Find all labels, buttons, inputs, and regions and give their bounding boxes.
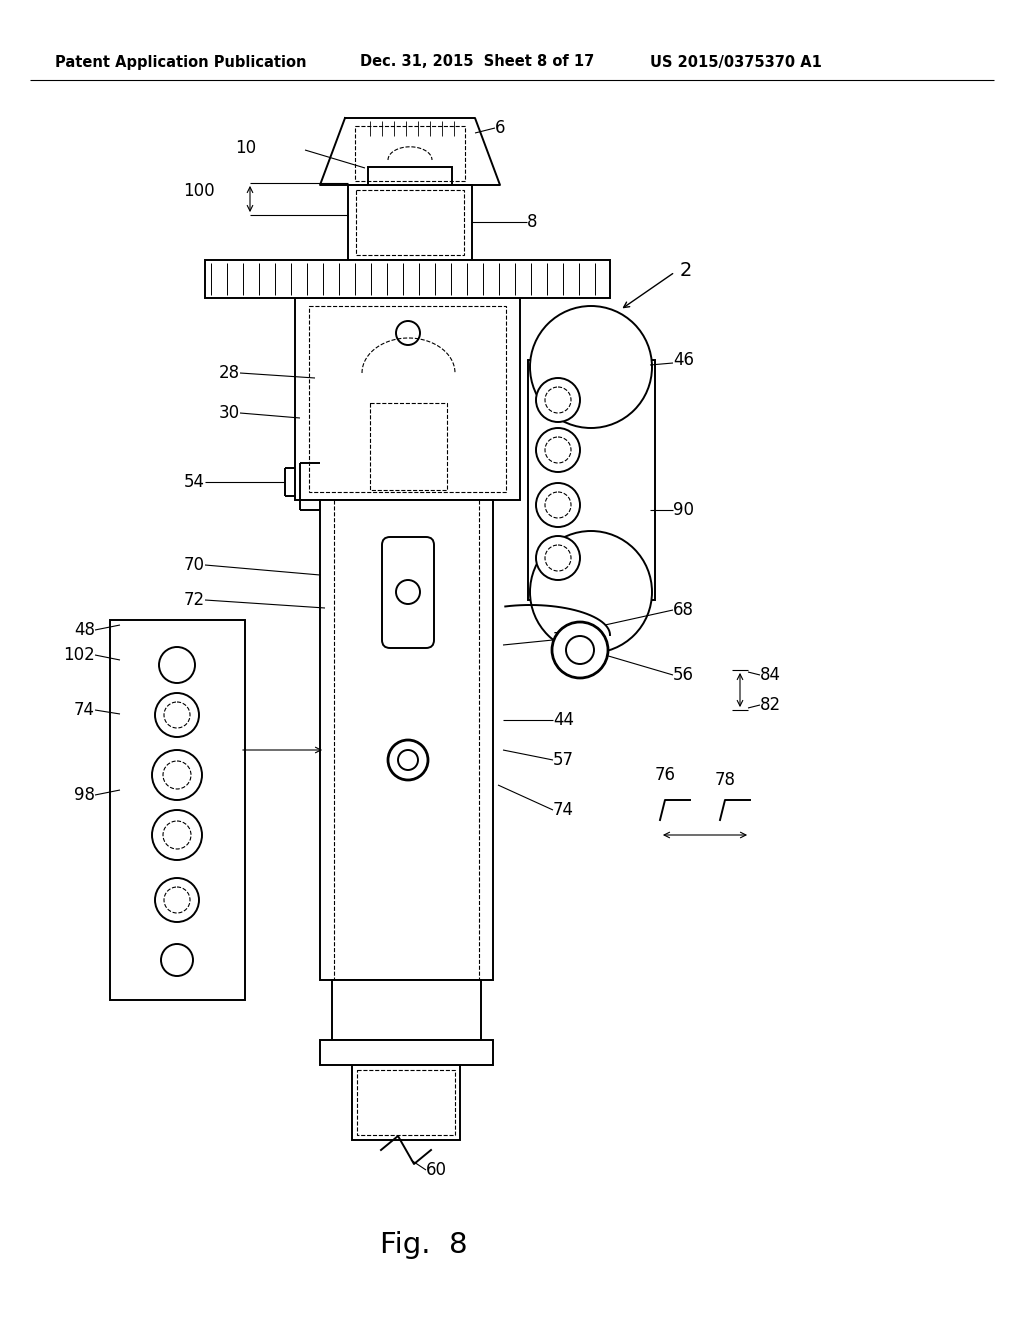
Text: 54: 54 [184, 473, 205, 491]
Text: 74: 74 [74, 701, 95, 719]
Circle shape [155, 878, 199, 921]
Circle shape [545, 437, 571, 463]
Circle shape [545, 545, 571, 572]
Circle shape [552, 622, 608, 678]
Text: 6: 6 [495, 119, 506, 137]
Text: 46: 46 [673, 351, 694, 370]
Text: Dec. 31, 2015  Sheet 8 of 17: Dec. 31, 2015 Sheet 8 of 17 [360, 54, 594, 70]
Text: 56: 56 [673, 667, 694, 684]
Text: 60: 60 [426, 1162, 447, 1179]
Bar [356, 190, 464, 255]
Circle shape [159, 647, 195, 682]
Text: 2: 2 [680, 260, 692, 280]
Polygon shape [319, 117, 500, 185]
Text: 70: 70 [184, 556, 205, 574]
Circle shape [536, 536, 580, 579]
Circle shape [530, 531, 652, 653]
Text: 74: 74 [553, 631, 574, 649]
Circle shape [164, 887, 190, 913]
Bar [205, 260, 610, 298]
Circle shape [388, 741, 428, 780]
Bar [352, 1065, 460, 1140]
Text: 72: 72 [184, 591, 205, 609]
Text: 57: 57 [553, 751, 574, 770]
Text: Patent Application Publication: Patent Application Publication [55, 54, 306, 70]
Circle shape [530, 306, 652, 428]
Text: US 2015/0375370 A1: US 2015/0375370 A1 [650, 54, 822, 70]
Circle shape [164, 702, 190, 729]
Bar [332, 979, 481, 1040]
Circle shape [396, 321, 420, 345]
Bar [368, 168, 452, 185]
Text: 68: 68 [673, 601, 694, 619]
Bar [370, 403, 447, 490]
Bar [348, 185, 472, 260]
Bar [110, 620, 245, 1001]
Text: 30: 30 [219, 404, 240, 422]
Text: 8: 8 [527, 213, 538, 231]
Circle shape [536, 483, 580, 527]
Text: 102: 102 [63, 645, 95, 664]
Circle shape [161, 944, 193, 975]
Circle shape [545, 387, 571, 413]
Circle shape [536, 378, 580, 422]
Bar [319, 1040, 493, 1065]
Bar [355, 125, 465, 181]
Text: 98: 98 [74, 785, 95, 804]
Bar [295, 298, 520, 500]
Text: Fig.  8: Fig. 8 [380, 1232, 468, 1259]
Bar [357, 1071, 455, 1135]
Circle shape [566, 636, 594, 664]
Circle shape [545, 492, 571, 517]
Text: 82: 82 [760, 696, 781, 714]
Text: 100: 100 [183, 182, 215, 201]
Text: 84: 84 [760, 667, 781, 684]
Circle shape [152, 810, 202, 861]
Circle shape [396, 579, 420, 605]
Text: 44: 44 [553, 711, 574, 729]
Bar [528, 360, 655, 601]
Circle shape [398, 750, 418, 770]
Circle shape [163, 821, 191, 849]
Text: 76: 76 [655, 766, 676, 784]
Text: 74: 74 [553, 801, 574, 818]
Circle shape [536, 428, 580, 473]
Text: 90: 90 [673, 502, 694, 519]
Text: 48: 48 [74, 620, 95, 639]
Text: 78: 78 [715, 771, 736, 789]
Bar [319, 500, 493, 979]
Text: 10: 10 [234, 139, 256, 157]
Bar [309, 306, 506, 492]
Circle shape [152, 750, 202, 800]
Circle shape [163, 762, 191, 789]
Text: 28: 28 [219, 364, 240, 381]
FancyBboxPatch shape [382, 537, 434, 648]
Circle shape [155, 693, 199, 737]
